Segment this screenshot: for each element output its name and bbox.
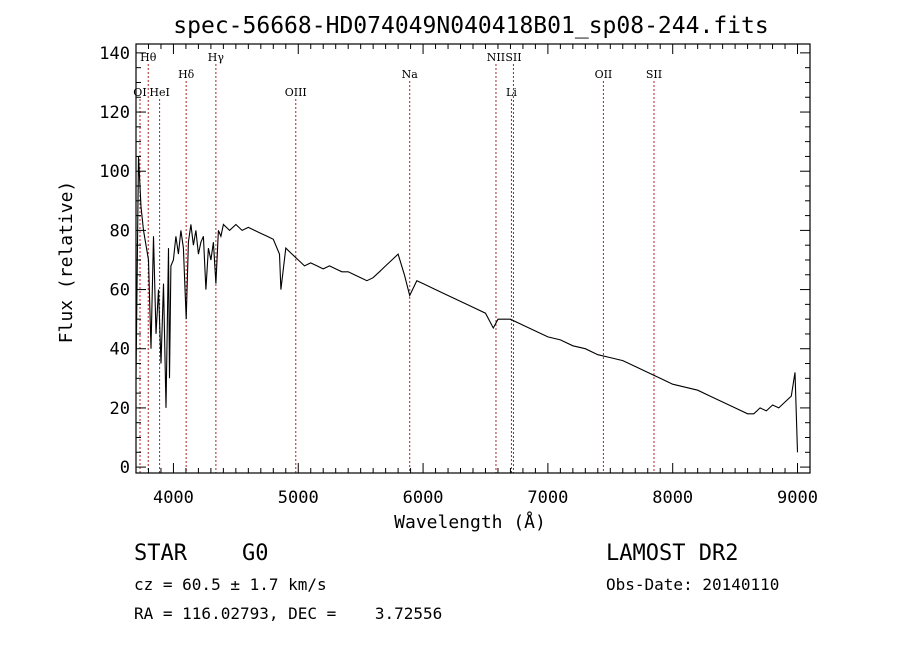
plot-frame <box>135 43 811 474</box>
x-axis: 4000 5000 6000 7000 8000 9000 <box>135 44 818 508</box>
x-axis-label: Wavelength (Å) <box>394 511 546 533</box>
spectral-line-label: OIII <box>285 86 307 99</box>
y-axis-label: Flux (relative) <box>56 181 77 344</box>
y-tick-label: 140 <box>99 44 130 64</box>
spectral-line-label: Hδ <box>178 68 195 81</box>
spectral-line-markers <box>139 64 655 473</box>
spectral-line-label: Li <box>506 86 517 99</box>
spectral-line-label: NII <box>487 51 505 64</box>
observation-date: Obs-Date: 20140110 <box>606 575 779 594</box>
y-tick-label: 0 <box>120 458 130 478</box>
spectral-line-label: HeI <box>149 86 169 99</box>
spectral-line-label: Na <box>402 68 419 81</box>
y-axis: 0 20 40 60 80 100 120 140 <box>99 44 810 478</box>
object-type: STAR <box>134 541 188 566</box>
spectral-line-label: Hγ <box>208 51 225 64</box>
y-tick-label: 80 <box>110 221 130 241</box>
survey-name: LAMOST DR2 <box>606 541 738 566</box>
x-tick-label: 5000 <box>278 488 319 508</box>
x-tick-label: 6000 <box>403 488 444 508</box>
chart-title: spec-56668-HD074049N040418B01_sp08-244.f… <box>173 13 768 39</box>
y-tick-label: 60 <box>110 281 130 301</box>
redshift-velocity: cz = 60.5 ± 1.7 km/s <box>134 575 327 594</box>
spectral-line-label: OII <box>595 68 613 81</box>
x-tick-label: 8000 <box>652 488 693 508</box>
spectral-line-label: Hθ <box>140 51 157 64</box>
ra-dec-coordinates: RA = 116.02793, DEC = 3.72556 <box>134 604 442 623</box>
spectral-subclass: G0 <box>242 541 269 566</box>
y-tick-label: 100 <box>99 162 130 182</box>
spectrum-series-line <box>135 156 799 453</box>
x-tick-label: 7000 <box>527 488 568 508</box>
spectral-line-label: SII <box>646 68 662 81</box>
y-tick-label: 20 <box>110 399 130 419</box>
x-tick-label: 4000 <box>153 488 194 508</box>
y-tick-label: 120 <box>99 103 130 123</box>
spectral-line-label: SII <box>505 51 521 64</box>
x-tick-label: 9000 <box>777 488 818 508</box>
y-tick-label: 40 <box>110 340 130 360</box>
spectral-line-label: OI <box>133 86 146 99</box>
